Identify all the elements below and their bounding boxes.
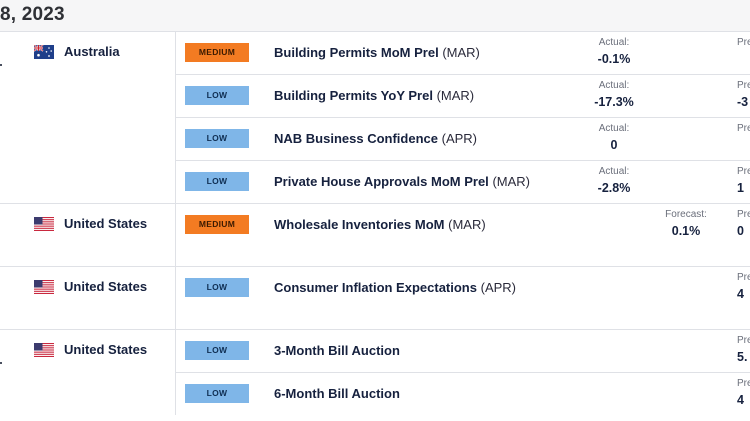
event-name: Consumer Inflation Expectations <box>274 280 477 295</box>
impact-badge: LOW <box>185 172 249 191</box>
event-title[interactable]: Private House Approvals MoM Prel (MAR) <box>274 174 530 189</box>
previous-value: -3 <box>737 95 749 109</box>
actual-label: Actual: <box>598 123 630 134</box>
previous-cell: Pre <box>737 37 750 52</box>
previous-value: 5. <box>737 350 748 364</box>
forecast-label: Forecast: <box>665 209 707 220</box>
country-group-australia: Australia MEDIUM Building Permits MoM Pr… <box>0 32 750 204</box>
impact-badge: LOW <box>185 86 249 105</box>
event-name: Building Permits YoY Prel <box>274 88 433 103</box>
previous-value: 0 <box>737 224 744 238</box>
event-name: NAB Business Confidence <box>274 131 438 146</box>
previous-value: 4 <box>737 287 744 301</box>
previous-label: Pre <box>737 80 750 91</box>
previous-label: Pre <box>737 378 750 389</box>
previous-cell: Pre 5. <box>737 335 750 364</box>
event-row[interactable]: LOW Consumer Inflation Expectations (APR… <box>176 267 750 329</box>
event-title[interactable]: Wholesale Inventories MoM (MAR) <box>274 217 486 232</box>
country-name: United States <box>64 342 148 357</box>
country-group-united-states: United States LOW Consumer Inflation Exp… <box>0 267 750 330</box>
impact-badge: LOW <box>185 384 249 403</box>
previous-cell: Pre 1 <box>737 166 750 195</box>
event-period: (APR) <box>480 280 516 295</box>
event-row[interactable]: LOW Private House Approvals MoM Prel (MA… <box>176 161 750 203</box>
previous-label: Pre <box>737 272 750 283</box>
row-marker <box>0 64 2 66</box>
previous-cell: Pre <box>737 123 750 138</box>
country-group-united-states: United States LOW 3-Month Bill Auction P… <box>0 330 750 415</box>
event-name: 3-Month Bill Auction <box>274 343 400 358</box>
country-cell: United States <box>0 204 176 266</box>
actual-cell: Actual: -2.8% <box>584 166 644 195</box>
country-cell: United States <box>0 330 176 415</box>
event-title[interactable]: 3-Month Bill Auction <box>274 343 400 358</box>
country-cell: Australia <box>0 32 176 203</box>
actual-label: Actual: <box>598 166 630 177</box>
event-row[interactable]: LOW 3-Month Bill Auction Pre 5. <box>176 330 750 373</box>
event-name: Private House Approvals MoM Prel <box>274 174 489 189</box>
united-states-flag-icon <box>34 343 54 357</box>
actual-label: Actual: <box>598 80 630 91</box>
event-title[interactable]: Building Permits MoM Prel (MAR) <box>274 45 480 60</box>
country-name: Australia <box>64 44 120 59</box>
impact-badge: MEDIUM <box>185 43 249 62</box>
actual-label: Actual: <box>598 37 630 48</box>
country-cell: United States <box>0 267 176 329</box>
actual-cell: Actual: 0 <box>584 123 644 152</box>
country-name: United States <box>64 279 148 294</box>
event-title[interactable]: NAB Business Confidence (APR) <box>274 131 477 146</box>
united-states-flag-icon <box>34 280 54 294</box>
event-row[interactable]: LOW NAB Business Confidence (APR) Actual… <box>176 118 750 161</box>
event-title[interactable]: 6-Month Bill Auction <box>274 386 400 401</box>
country-name: United States <box>64 216 148 231</box>
actual-value: -0.1% <box>597 52 631 66</box>
event-row[interactable]: LOW Building Permits YoY Prel (MAR) Actu… <box>176 75 750 118</box>
previous-cell: Pre -3 <box>737 80 750 109</box>
event-row[interactable]: LOW 6-Month Bill Auction Pre 4 <box>176 373 750 415</box>
event-title[interactable]: Consumer Inflation Expectations (APR) <box>274 280 516 295</box>
country-group-united-states: United States MEDIUM Wholesale Inventori… <box>0 204 750 267</box>
forecast-cell: Forecast: 0.1% <box>656 209 716 238</box>
event-name: Wholesale Inventories MoM <box>274 217 445 232</box>
australia-flag-icon <box>34 45 54 59</box>
impact-badge: LOW <box>185 129 249 148</box>
previous-label: Pre <box>737 123 750 134</box>
date-title: 8, 2023 <box>0 4 65 25</box>
previous-value: 4 <box>737 393 744 407</box>
actual-value: 0 <box>610 138 618 152</box>
event-name: Building Permits MoM Prel <box>274 45 439 60</box>
actual-value: -17.3% <box>594 95 634 109</box>
event-period: (MAR) <box>436 88 475 103</box>
date-header: 8, 2023 <box>0 0 750 32</box>
previous-label: Pre <box>737 37 750 48</box>
row-marker <box>0 362 2 364</box>
event-title[interactable]: Building Permits YoY Prel (MAR) <box>274 88 474 103</box>
previous-value: 1 <box>737 181 744 195</box>
previous-cell: Pre 0 <box>737 209 750 238</box>
actual-cell: Actual: -0.1% <box>584 37 644 66</box>
actual-cell: Actual: -17.3% <box>584 80 644 109</box>
impact-badge: LOW <box>185 278 249 297</box>
previous-label: Pre <box>737 166 750 177</box>
event-row[interactable]: MEDIUM Building Permits MoM Prel (MAR) A… <box>176 32 750 75</box>
event-period: (APR) <box>441 131 477 146</box>
united-states-flag-icon <box>34 217 54 231</box>
event-period: (MAR) <box>492 174 530 189</box>
previous-label: Pre <box>737 335 750 346</box>
event-row[interactable]: MEDIUM Wholesale Inventories MoM (MAR) F… <box>176 204 750 266</box>
economic-calendar-table: Australia MEDIUM Building Permits MoM Pr… <box>0 32 750 415</box>
previous-label: Pre <box>737 209 750 220</box>
impact-badge: MEDIUM <box>185 215 249 234</box>
actual-value: -2.8% <box>597 181 631 195</box>
impact-badge: LOW <box>185 341 249 360</box>
previous-cell: Pre 4 <box>737 272 750 301</box>
event-period: (MAR) <box>442 45 480 60</box>
forecast-value: 0.1% <box>671 224 701 238</box>
previous-cell: Pre 4 <box>737 378 750 407</box>
event-period: (MAR) <box>448 217 486 232</box>
event-name: 6-Month Bill Auction <box>274 386 400 401</box>
